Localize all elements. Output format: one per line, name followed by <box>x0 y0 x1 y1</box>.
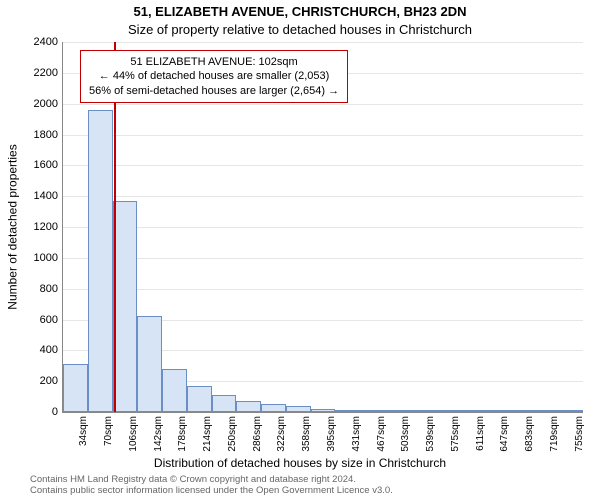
x-tick-label: 34sqm <box>78 416 89 446</box>
annotation-line: 56% of semi-detached houses are larger (… <box>89 84 339 98</box>
annotation-line: 51 ELIZABETH AVENUE: 102sqm <box>89 55 339 69</box>
x-tick-label: 214sqm <box>202 416 213 452</box>
gridline <box>63 196 583 197</box>
y-tick-label: 2400 <box>18 36 58 48</box>
x-tick-label: 358sqm <box>301 416 312 452</box>
histogram-bar <box>558 410 583 412</box>
x-tick-label: 142sqm <box>153 416 164 452</box>
histogram-bar <box>311 409 336 412</box>
y-tick-label: 600 <box>18 314 58 326</box>
x-tick-label: 431sqm <box>351 416 362 452</box>
gridline <box>63 104 583 105</box>
y-tick-label: 0 <box>18 406 58 418</box>
y-tick-label: 800 <box>18 283 58 295</box>
gridline <box>63 165 583 166</box>
gridline <box>63 135 583 136</box>
histogram-bar <box>360 410 385 412</box>
chart-title-address: 51, ELIZABETH AVENUE, CHRISTCHURCH, BH23… <box>0 4 600 19</box>
histogram-bar <box>533 410 558 412</box>
y-tick-label: 1600 <box>18 159 58 171</box>
x-tick-label: 503sqm <box>400 416 411 452</box>
chart-subtitle: Size of property relative to detached ho… <box>0 22 600 37</box>
x-tick-label: 719sqm <box>549 416 560 452</box>
histogram-bar <box>212 395 237 412</box>
y-tick-label: 1000 <box>18 252 58 264</box>
histogram-bar <box>63 364 88 412</box>
x-tick-label: 647sqm <box>499 416 510 452</box>
x-tick-label: 683sqm <box>524 416 535 452</box>
histogram-bar <box>286 406 311 412</box>
x-tick-label: 395sqm <box>326 416 337 452</box>
annotation-line: ← 44% of detached houses are smaller (2,… <box>89 69 339 83</box>
histogram-bar <box>113 201 138 412</box>
histogram-bar <box>88 110 113 412</box>
annotation-box: 51 ELIZABETH AVENUE: 102sqm← 44% of deta… <box>80 50 348 103</box>
histogram-bar <box>459 410 484 412</box>
histogram-bar <box>261 404 286 412</box>
gridline <box>63 42 583 43</box>
gridline <box>63 289 583 290</box>
histogram-bar <box>385 410 410 412</box>
y-tick-label: 1400 <box>18 190 58 202</box>
y-tick-label: 200 <box>18 375 58 387</box>
histogram-bar <box>187 386 212 412</box>
histogram-bar <box>236 401 261 412</box>
x-tick-label: 106sqm <box>128 416 139 452</box>
gridline <box>63 258 583 259</box>
footer-attribution: Contains HM Land Registry data © Crown c… <box>30 474 393 497</box>
x-axis-label: Distribution of detached houses by size … <box>0 456 600 470</box>
gridline <box>63 227 583 228</box>
x-tick-label: 611sqm <box>475 416 486 451</box>
y-tick-label: 2000 <box>18 98 58 110</box>
histogram-bar <box>162 369 187 412</box>
x-tick-label: 755sqm <box>574 416 585 452</box>
y-tick-label: 2200 <box>18 67 58 79</box>
histogram-bar <box>434 410 459 412</box>
y-tick-label: 1200 <box>18 221 58 233</box>
x-tick-label: 575sqm <box>450 416 461 452</box>
histogram-bar <box>410 410 435 412</box>
histogram-bar <box>137 316 162 412</box>
histogram-bar <box>335 410 360 412</box>
x-tick-label: 70sqm <box>103 416 114 446</box>
footer-line-1: Contains HM Land Registry data © Crown c… <box>30 474 393 485</box>
histogram-bar <box>509 410 534 412</box>
footer-line-2: Contains public sector information licen… <box>30 485 393 496</box>
x-tick-label: 286sqm <box>252 416 263 452</box>
x-tick-label: 467sqm <box>376 416 387 452</box>
x-tick-label: 539sqm <box>425 416 436 452</box>
x-tick-label: 250sqm <box>227 416 238 452</box>
y-tick-label: 400 <box>18 344 58 356</box>
x-tick-label: 322sqm <box>276 416 287 452</box>
y-tick-label: 1800 <box>18 129 58 141</box>
x-tick-label: 178sqm <box>177 416 188 452</box>
histogram-bar <box>484 410 509 412</box>
